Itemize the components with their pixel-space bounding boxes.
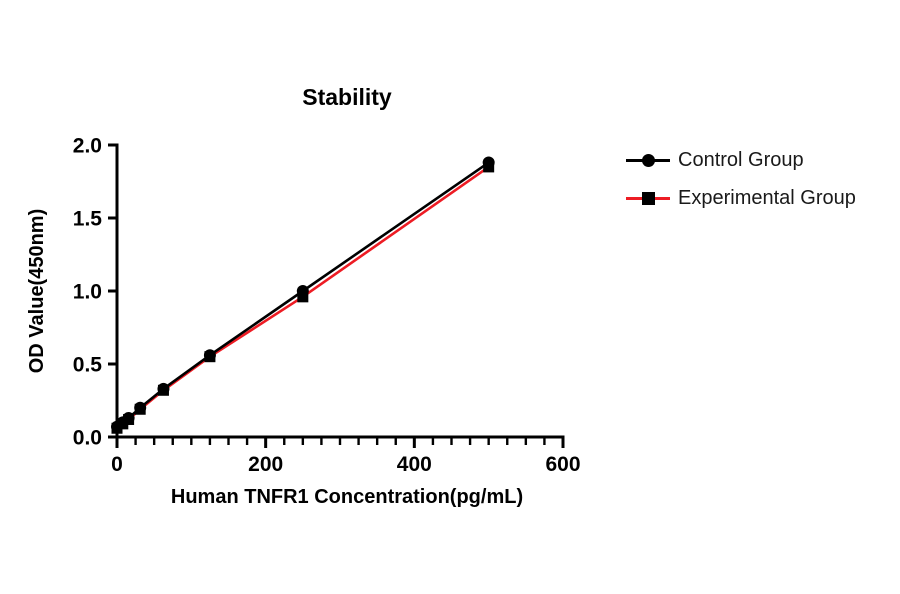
y-axis: 0.0 0.5 1.0 1.5 2.0 bbox=[73, 135, 119, 450]
data-point-experimental-group bbox=[297, 291, 309, 303]
legend-key-control-group bbox=[626, 149, 670, 171]
chart-title: Stability bbox=[302, 84, 392, 110]
y-tick-label: 0.5 bbox=[73, 354, 103, 377]
data-point-experimental-group bbox=[117, 418, 129, 430]
y-axis-ticks bbox=[108, 143, 117, 439]
x-axis-title: Human TNFR1 Concentration(pg/mL) bbox=[171, 486, 523, 508]
data-series-layer bbox=[111, 156, 495, 434]
legend-item-experimental-group[interactable]: Experimental Group bbox=[626, 185, 856, 211]
series-markers-experimental-group bbox=[111, 161, 495, 434]
legend-item-control-group[interactable]: Control Group bbox=[626, 147, 856, 173]
data-point-experimental-group bbox=[123, 413, 135, 425]
x-axis-minor-ticks bbox=[134, 437, 546, 445]
legend-label-control-group: Control Group bbox=[678, 149, 804, 171]
x-tick-label: 400 bbox=[397, 453, 432, 476]
chart-legend: Control Group Experimental Group bbox=[626, 147, 856, 211]
y-tick-label: 1.5 bbox=[73, 208, 103, 231]
x-axis-tick-labels: 0 200 400 600 bbox=[111, 453, 580, 476]
data-point-experimental-group bbox=[157, 384, 169, 396]
data-point-experimental-group bbox=[204, 351, 216, 363]
y-axis-tick-labels: 0.0 0.5 1.0 1.5 2.0 bbox=[73, 135, 103, 450]
y-tick-label: 1.0 bbox=[73, 281, 102, 304]
y-tick-label: 2.0 bbox=[73, 135, 102, 158]
x-tick-label: 0 bbox=[111, 453, 123, 476]
x-tick-label: 600 bbox=[545, 453, 580, 476]
y-tick-label: 0.0 bbox=[73, 427, 102, 450]
data-point-experimental-group bbox=[483, 161, 495, 173]
data-point-experimental-group bbox=[134, 403, 146, 415]
data-point-experimental-group bbox=[111, 422, 123, 434]
legend-circle-marker-icon bbox=[641, 153, 655, 167]
legend-label-experimental-group: Experimental Group bbox=[678, 187, 856, 209]
x-tick-label: 200 bbox=[248, 453, 283, 476]
x-axis: 0 200 400 600 bbox=[111, 435, 581, 476]
legend-square-marker-icon bbox=[641, 191, 655, 205]
x-axis-ticks bbox=[115, 437, 565, 448]
y-axis-title: OD Value(450nm) bbox=[26, 209, 48, 374]
legend-key-experimental-group bbox=[626, 187, 670, 209]
